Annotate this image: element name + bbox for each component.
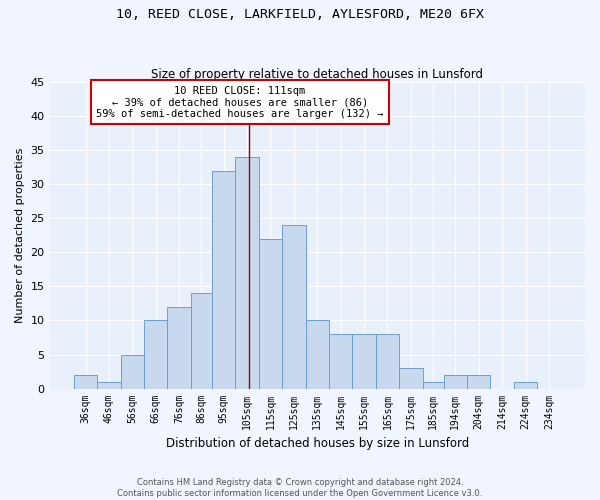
Bar [167, 307, 191, 388]
Bar [282, 225, 305, 388]
Y-axis label: Number of detached properties: Number of detached properties [15, 148, 25, 323]
Title: Size of property relative to detached houses in Lunsford: Size of property relative to detached ho… [151, 68, 483, 81]
Bar [443, 375, 467, 388]
Bar [74, 375, 97, 388]
Bar [514, 382, 537, 388]
Bar [467, 375, 490, 388]
Bar [422, 382, 443, 388]
Text: 10, REED CLOSE, LARKFIELD, AYLESFORD, ME20 6FX: 10, REED CLOSE, LARKFIELD, AYLESFORD, ME… [116, 8, 484, 20]
Bar [97, 382, 121, 388]
Text: Contains HM Land Registry data © Crown copyright and database right 2024.
Contai: Contains HM Land Registry data © Crown c… [118, 478, 482, 498]
Bar [259, 239, 282, 388]
Bar [212, 170, 235, 388]
Bar [376, 334, 399, 388]
Bar [235, 157, 259, 388]
Bar [144, 320, 167, 388]
Bar [329, 334, 352, 388]
X-axis label: Distribution of detached houses by size in Lunsford: Distribution of detached houses by size … [166, 437, 469, 450]
Bar [352, 334, 376, 388]
Bar [121, 354, 144, 388]
Bar [191, 293, 212, 388]
Bar [305, 320, 329, 388]
Text: 10 REED CLOSE: 111sqm
← 39% of detached houses are smaller (86)
59% of semi-deta: 10 REED CLOSE: 111sqm ← 39% of detached … [96, 86, 384, 119]
Bar [399, 368, 422, 388]
